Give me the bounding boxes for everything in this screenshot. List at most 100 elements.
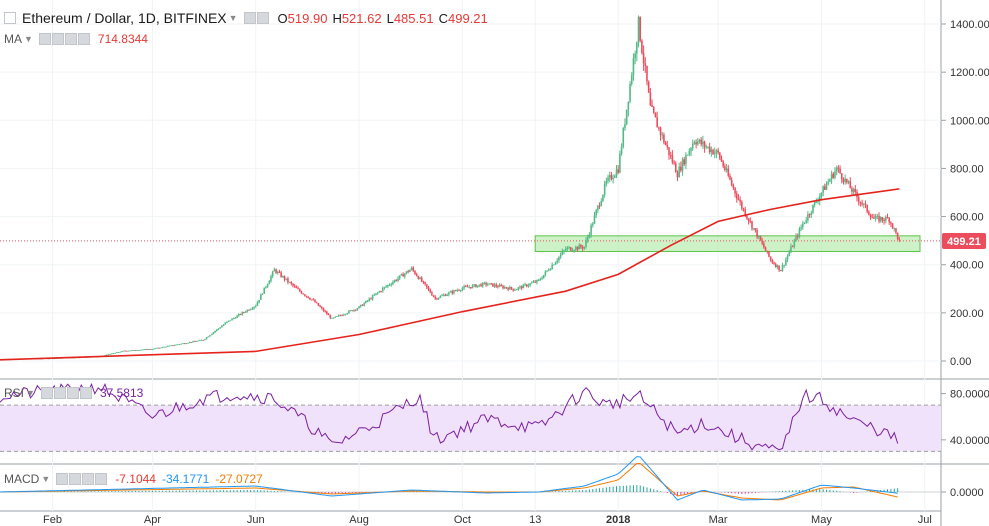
candle-down [146,349,149,350]
candle-up [524,284,526,286]
candle-down [651,105,653,108]
candle-up [556,260,559,263]
candle-up [757,235,760,238]
candle-down [741,201,743,209]
candle-up [336,316,338,317]
candle-up [573,249,575,251]
candle-down [746,215,748,219]
gear-icon[interactable] [69,473,82,485]
candle-up [493,284,496,287]
candle-up [241,312,243,315]
candle-up [449,291,452,293]
close-icon[interactable] [95,473,108,485]
candle-up [471,285,474,289]
candle-up [459,290,462,292]
candle-down [673,162,675,164]
rsi-label[interactable]: RSI [4,386,25,400]
candle-down [895,228,897,233]
candle-up [541,278,543,280]
ma-label[interactable]: MA [4,32,22,46]
eye-icon[interactable] [56,473,69,485]
candle-up [143,349,145,351]
macd-label[interactable]: MACD [4,472,40,486]
x-tick-label: Apr [144,514,161,526]
candle-down [429,289,431,293]
x-tick-label: Jun [247,514,265,526]
close-icon[interactable] [79,387,92,399]
x-tick-label: Mar [709,514,728,526]
toggle-checkbox-icon[interactable] [4,12,16,24]
candle-up [105,354,108,356]
candle-up [383,286,386,289]
candle-up [636,42,638,54]
gear-icon[interactable] [53,387,66,399]
candle-up [827,181,830,185]
series-toolbar [243,12,269,24]
candle-down [742,208,745,210]
candle-down [791,246,794,248]
candle-down [832,173,835,178]
candle-up [392,282,394,285]
candle-up [529,283,531,286]
close-icon[interactable] [77,33,90,45]
candle-down [729,175,731,180]
x-tick-label: Feb [43,514,62,526]
candle-down [646,65,648,82]
chevron-down-icon[interactable]: ▼ [41,474,51,484]
candle-down [779,270,782,272]
ohlc-close-label: C [438,10,448,26]
candle-down [307,296,310,299]
candle-down [202,339,205,341]
candle-down [761,240,763,244]
price-badge [942,233,986,249]
gear-icon[interactable] [51,33,64,45]
candle-up [503,287,506,289]
candle-down [321,307,323,309]
candle-up [109,354,111,356]
candle-up [790,246,792,253]
candle-up [802,223,804,228]
candle-down [722,161,725,167]
chevron-down-icon[interactable]: ▼ [24,34,33,44]
candle-up [387,285,389,287]
symbol-title[interactable]: Ethereum / Dollar, 1D, BITFINEX [22,10,227,26]
plus-icon[interactable] [64,33,77,45]
candle-down [454,290,457,292]
candle-up [715,150,718,153]
eye-icon[interactable] [38,33,51,45]
candle-down [319,305,321,308]
candle-up [614,175,616,178]
candle-down [581,247,584,249]
candle-down [414,270,416,275]
candle-up [234,318,237,319]
candle-up [713,152,716,155]
gear-icon[interactable] [256,12,269,24]
candle-down [796,235,799,237]
ohlc-high-value: 521.62 [341,10,382,26]
candle-down [778,265,780,271]
eye-icon[interactable] [243,12,256,24]
candle-up [119,351,122,353]
candle-up [178,344,181,346]
candle-down [851,188,853,192]
candle-up [155,348,157,350]
candle-up [586,236,589,241]
candle-up [752,228,755,230]
candle-up [337,315,340,317]
candle-up [419,277,421,280]
candle-down [407,271,409,273]
candle-up [498,285,501,287]
plus-icon[interactable] [66,387,79,399]
candle-down [434,296,437,299]
candle-down [458,290,460,292]
eye-icon[interactable] [40,387,53,399]
candle-up [227,320,230,322]
candle-down [873,217,875,219]
candle-up [346,313,349,315]
chevron-down-icon[interactable]: ▼ [26,388,35,398]
chevron-down-icon[interactable]: ▼ [228,13,238,23]
y-tick-label: 1000.00 [950,115,989,127]
candle-up [226,321,228,323]
plus-icon[interactable] [82,473,95,485]
